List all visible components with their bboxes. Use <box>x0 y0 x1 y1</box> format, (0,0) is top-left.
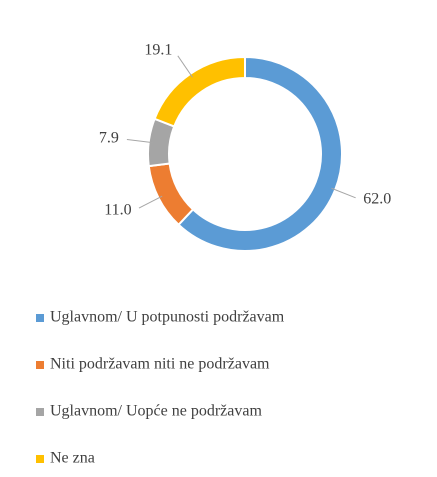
leader-line <box>126 138 153 144</box>
legend-label: Uglavnom/ Uopće ne podržavam <box>50 403 262 420</box>
leader-line <box>331 187 356 199</box>
donut-slice <box>153 55 246 128</box>
leader-line <box>177 55 193 78</box>
legend-swatch <box>36 455 44 463</box>
donut-slice <box>147 162 195 227</box>
data-label: 7.9 <box>99 129 119 146</box>
donut-slice <box>177 55 343 252</box>
data-label: 62.0 <box>363 191 391 208</box>
legend-swatch <box>36 408 44 416</box>
legend-label: Ne zna <box>50 450 95 467</box>
legend-swatch <box>36 361 44 369</box>
data-label: 11.0 <box>104 201 131 218</box>
data-label: 19.1 <box>144 42 172 59</box>
legend-label: Niti podržavam niti ne podržavam <box>50 356 270 373</box>
legend-label: Uglavnom/ U potpunosti podržavam <box>50 309 285 326</box>
leader-line <box>138 195 163 209</box>
legend-swatch <box>36 314 44 322</box>
